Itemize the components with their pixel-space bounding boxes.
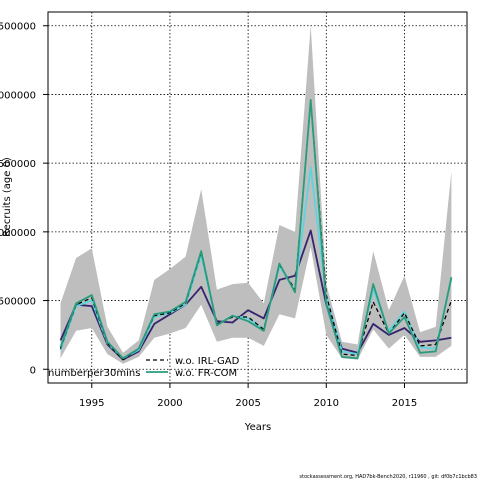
legend-label-3: w.o. FR-COM <box>175 368 237 379</box>
plot-frame <box>47 11 468 384</box>
confidence-band-layer <box>60 25 452 364</box>
x-axis-title: Years <box>244 422 271 433</box>
series-line-3 <box>59 99 453 360</box>
series-line-0 <box>59 229 452 361</box>
y-tick-label-2: 1000000 <box>0 228 36 239</box>
x-tick-label-4: 2015 <box>392 398 417 409</box>
x-tick-label-1: 2000 <box>157 398 182 409</box>
legend-overlap-text: numberper30mins <box>48 368 140 379</box>
x-tick-label-3: 2010 <box>314 398 339 409</box>
y-tick-label-1: 500000 <box>0 297 36 308</box>
y-tick-label-5: 2500000 <box>0 22 36 33</box>
legend-label-2: w.o. IRL-GAD <box>175 356 240 367</box>
x-tick-label-0: 1995 <box>79 398 104 409</box>
series-layer <box>59 99 453 361</box>
footer-credit: stockassessment.org, HAD7bk-Bench2020, r… <box>299 474 477 480</box>
x-axis: 1995 2000 2005 2010 2015 <box>79 383 417 409</box>
confidence-band <box>60 25 452 364</box>
y-tick-label-3: 1500000 <box>0 159 36 170</box>
y-axis: 0 500000 1000000 1500000 2000000 2500000 <box>0 22 48 376</box>
x-tick-label-2: 2005 <box>235 398 260 409</box>
y-axis-title: Recruits (age 0) <box>2 157 13 237</box>
y-tick-label-0: 0 <box>30 365 36 376</box>
y-tick-label-4: 2000000 <box>0 90 36 101</box>
